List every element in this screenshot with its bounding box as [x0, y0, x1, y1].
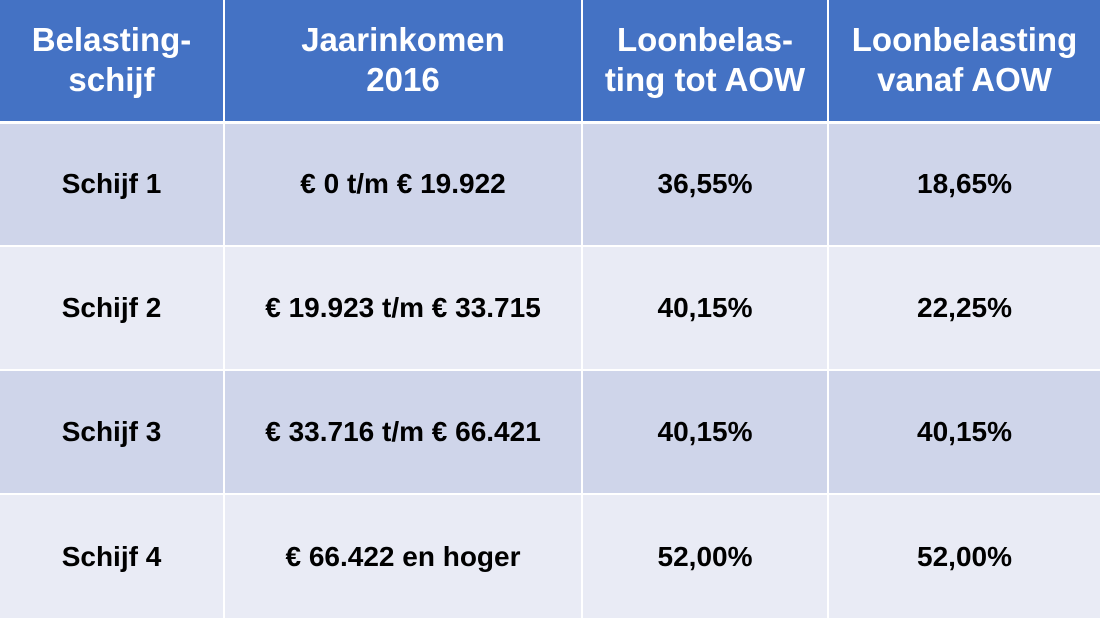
- cell-tot-aow: 52,00%: [582, 494, 829, 618]
- header-line: Jaarinkomen: [301, 21, 505, 59]
- cell-jaarinkomen: € 0 t/m € 19.922: [224, 122, 583, 247]
- table-row: Schijf 4 € 66.422 en hoger 52,00% 52,00%: [0, 494, 1100, 618]
- header-line: Belasting-: [31, 21, 192, 59]
- header-loonbelasting-vanaf-aow: Loonbelasting vanaf AOW: [828, 0, 1100, 124]
- cell-tot-aow: 40,15%: [582, 246, 829, 371]
- header-line: 2016: [366, 61, 440, 99]
- table-header: Belasting- schijf Jaarinkomen 2016 Loonb…: [0, 0, 1100, 124]
- cell-tot-aow: 40,15%: [582, 370, 829, 495]
- table-row: Schijf 2 € 19.923 t/m € 33.715 40,15% 22…: [0, 246, 1100, 371]
- cell-vanaf-aow: 18,65%: [828, 122, 1100, 247]
- header-row: Belasting- schijf Jaarinkomen 2016 Loonb…: [0, 0, 1100, 124]
- table-row: Schijf 1 € 0 t/m € 19.922 36,55% 18,65%: [0, 122, 1100, 247]
- cell-jaarinkomen: € 33.716 t/m € 66.421: [224, 370, 583, 495]
- cell-vanaf-aow: 40,15%: [828, 370, 1100, 495]
- header-line: Loonbelasting: [851, 21, 1078, 59]
- cell-schijf: Schijf 4: [0, 494, 225, 618]
- cell-tot-aow: 36,55%: [582, 122, 829, 247]
- table-body: Schijf 1 € 0 t/m € 19.922 36,55% 18,65% …: [0, 122, 1100, 618]
- cell-vanaf-aow: 22,25%: [828, 246, 1100, 371]
- table-row: Schijf 3 € 33.716 t/m € 66.421 40,15% 40…: [0, 370, 1100, 495]
- header-line: Loonbelas-: [616, 21, 793, 59]
- header-jaarinkomen: Jaarinkomen 2016: [224, 0, 583, 124]
- header-belastingschijf: Belasting- schijf: [0, 0, 225, 124]
- header-line: ting tot AOW: [604, 61, 806, 99]
- cell-schijf: Schijf 3: [0, 370, 225, 495]
- cell-vanaf-aow: 52,00%: [828, 494, 1100, 618]
- cell-jaarinkomen: € 19.923 t/m € 33.715: [224, 246, 583, 371]
- cell-schijf: Schijf 2: [0, 246, 225, 371]
- cell-jaarinkomen: € 66.422 en hoger: [224, 494, 583, 618]
- header-line: vanaf AOW: [877, 61, 1052, 99]
- header-line: schijf: [68, 61, 155, 99]
- header-loonbelasting-tot-aow: Loonbelas- ting tot AOW: [582, 0, 829, 124]
- cell-schijf: Schijf 1: [0, 122, 225, 247]
